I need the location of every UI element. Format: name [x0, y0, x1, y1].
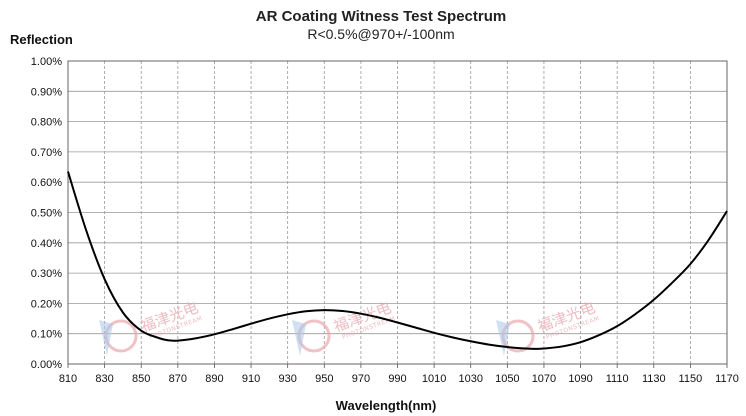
chart-subtitle: R<0.5%@970+/-100nm [307, 26, 454, 42]
x-tick-label: 850 [132, 373, 150, 385]
y-tick-label: 0.00% [31, 359, 62, 371]
y-tick-label: 0.90% [31, 86, 62, 98]
y-tick-label: 0.40% [31, 238, 62, 250]
x-tick-label: 930 [278, 373, 296, 385]
x-tick-label: 830 [95, 373, 113, 385]
x-tick-label: 1110 [606, 373, 629, 385]
y-tick-label: 0.10% [31, 329, 62, 341]
series-layer [67, 171, 728, 350]
y-tick-label: 0.70% [31, 147, 62, 159]
y-axis-title: Reflection [10, 32, 73, 47]
x-axis-title: Wavelength(nm) [336, 398, 437, 413]
x-tick-label: 950 [315, 373, 333, 385]
y-tick-label: 0.80% [31, 117, 62, 129]
x-tick-label: 890 [205, 373, 223, 385]
tick-labels: 0.00% 0.10% 0.20% 0.30% 0.40% 0.50% 0.60% 0.70%… [31, 56, 739, 385]
x-tick-label: 970 [352, 373, 370, 385]
grid [68, 60, 727, 364]
x-tick-label: 990 [388, 373, 406, 385]
y-tick-label: 0.60% [31, 177, 62, 189]
x-tick-label: 870 [169, 373, 187, 385]
y-tick-label: 1.00% [31, 56, 62, 68]
x-tick-label: 1030 [458, 373, 482, 385]
x-tick-label: 1090 [568, 373, 592, 385]
y-tick-label: 0.20% [31, 298, 62, 310]
y-tick-label: 0.30% [31, 268, 62, 280]
x-tick-label: 1050 [495, 373, 519, 385]
x-tick-label: 1150 [679, 373, 703, 385]
x-tick-label: 1010 [422, 373, 446, 385]
x-tick-label: 910 [242, 373, 260, 385]
x-tick-label: 1070 [532, 373, 556, 385]
x-tick-label: 1170 [715, 373, 739, 385]
x-tick-label: 810 [59, 373, 77, 385]
series-line [67, 171, 728, 350]
chart-title: AR Coating Witness Test Spectrum [256, 8, 506, 25]
x-tick-label: 1130 [642, 373, 666, 385]
y-tick-label: 0.50% [31, 208, 62, 220]
